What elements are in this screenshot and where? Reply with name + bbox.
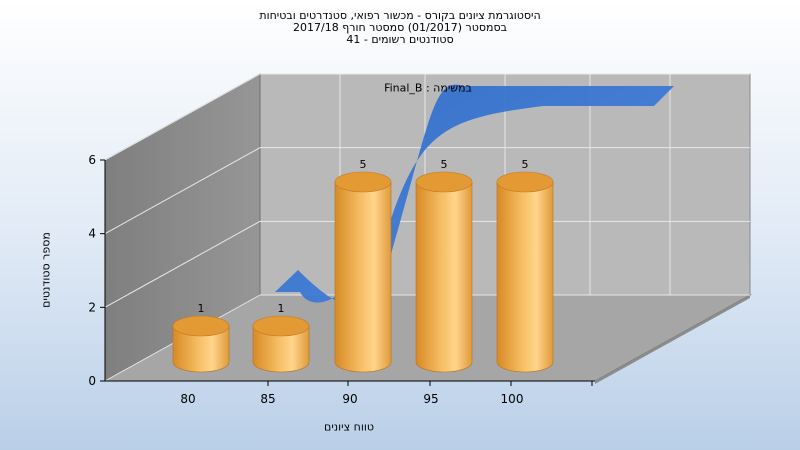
grid-line (104, 220, 261, 308)
bar-top (496, 171, 554, 193)
title-line-1: היסטוגרמת ציונים בקורס - מכשור רפואי, סט… (259, 9, 541, 22)
y-tick-label: 2 (88, 300, 96, 314)
bar-body (334, 181, 392, 373)
bar-top (252, 315, 310, 337)
y-tick-label: 4 (88, 227, 96, 241)
bar-body (415, 181, 473, 373)
bar-body (496, 181, 554, 373)
bar (172, 315, 230, 373)
bar-body (252, 325, 310, 373)
bar-top (172, 315, 230, 337)
x-axis-label: טווח ציונים (324, 420, 374, 434)
bar-value-label: 5 (522, 158, 529, 171)
bar-value-label: 1 (198, 302, 205, 315)
bar (334, 171, 392, 373)
bar (415, 171, 473, 373)
y-tick-label: 0 (88, 374, 96, 388)
grid-line (104, 147, 261, 235)
bar-value-label: 5 (360, 158, 367, 171)
floor-edge (595, 295, 750, 384)
y-axis-label: מספר סטודנטים (39, 232, 53, 308)
bar-top (334, 171, 392, 193)
x-tick-label: 90 (342, 392, 357, 406)
bar-top (415, 171, 473, 193)
x-tick-label: 80 (180, 392, 195, 406)
grid-line (104, 73, 261, 161)
series-annotation: Final_B : במשימה (384, 81, 472, 95)
bar-body (172, 325, 230, 373)
bar (496, 171, 554, 373)
x-tick-label: 95 (423, 392, 438, 406)
y-tick-label: 6 (88, 153, 96, 167)
chart-title: היסטוגרמת ציונים בקורס - מכשור רפואי, סט… (0, 10, 800, 46)
title-line-3: סטודנטים רשומים - 41 (346, 33, 454, 46)
x-tick-label: 100 (501, 392, 524, 406)
bar (252, 315, 310, 373)
bar-value-label: 1 (278, 302, 285, 315)
bar-value-label: 5 (441, 158, 448, 171)
title-line-2: בסמסטר (01/2017) סמסטר חורף 2017/18 (293, 21, 507, 34)
x-tick-label: 85 (260, 392, 275, 406)
